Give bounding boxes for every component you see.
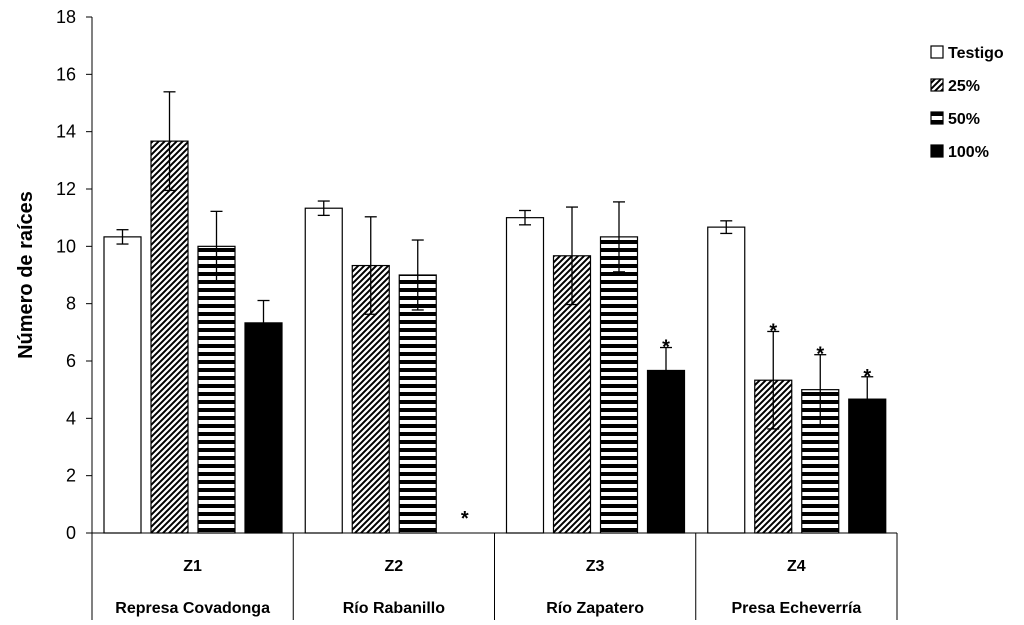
y-tick-label: 6 — [66, 351, 76, 371]
legend-label: 50% — [948, 111, 980, 128]
bar — [103, 236, 142, 534]
bar — [244, 322, 283, 534]
legend-swatch — [930, 78, 944, 92]
legend: Testigo 25% 50% 100% — [930, 45, 1004, 161]
legend-label: 100% — [948, 144, 989, 161]
bars — [103, 140, 887, 534]
category-code: Z2 — [385, 558, 404, 575]
y-tick-label: 10 — [56, 236, 76, 256]
bar — [599, 236, 639, 534]
legend-swatch — [930, 45, 944, 59]
significance-markers: * * * * * — [461, 320, 872, 530]
legend-label: 25% — [948, 78, 980, 95]
significance-star: * — [863, 366, 871, 388]
y-tick-label: 12 — [56, 179, 76, 199]
category-code: Z4 — [787, 558, 806, 575]
y-tick-label: 2 — [66, 466, 76, 486]
category-code: Z3 — [586, 558, 605, 575]
bar — [505, 217, 545, 534]
category-site: Río Zapatero — [546, 600, 644, 617]
bar — [848, 398, 887, 534]
category-site: Río Rabanillo — [343, 600, 445, 617]
bar — [398, 274, 437, 534]
y-tick-label: 18 — [56, 7, 76, 27]
error-bars — [116, 91, 874, 430]
y-tick-label: 16 — [56, 64, 76, 84]
category-site: Presa Echeverría — [731, 600, 861, 617]
category-axis: Z1 Represa Covadonga Z2 Río Rabanillo Z3 Río … — [91, 533, 898, 620]
bar — [150, 140, 189, 534]
category-site: Represa Covadonga — [115, 600, 270, 617]
legend-swatch — [930, 144, 944, 158]
legend-label: Testigo — [948, 45, 1004, 62]
y-tick-label: 14 — [56, 122, 76, 142]
significance-star: * — [662, 337, 670, 359]
category-code: Z1 — [183, 558, 202, 575]
significance-star: * — [816, 344, 824, 366]
bar — [197, 245, 236, 534]
bar — [646, 369, 686, 534]
bar — [707, 226, 746, 534]
y-tick-label: 0 — [66, 523, 76, 543]
bar — [304, 207, 343, 534]
y-axis-label: Número de raíces — [15, 191, 37, 359]
significance-star: * — [461, 508, 469, 530]
y-tick-label: 4 — [66, 408, 76, 428]
legend-swatch — [930, 111, 944, 125]
significance-star: * — [769, 320, 777, 342]
y-tick-label: 8 — [66, 294, 76, 314]
